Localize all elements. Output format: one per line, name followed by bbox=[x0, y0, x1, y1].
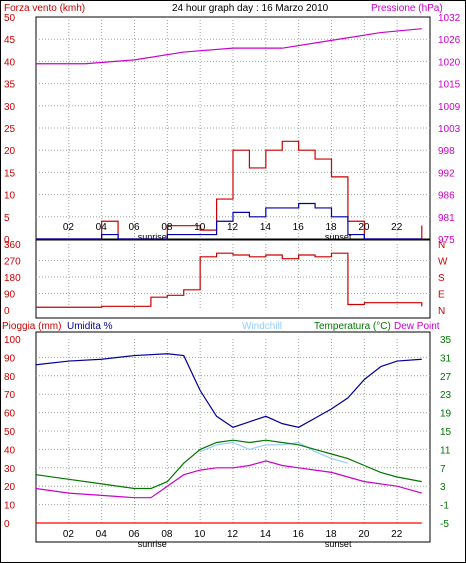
y-tick-label-right: 7 bbox=[440, 464, 446, 475]
x-tick-label: 16 bbox=[293, 222, 305, 233]
wind-gust-line bbox=[36, 202, 422, 240]
y-tick-label-left: 50 bbox=[4, 427, 16, 438]
x-tick-label: 18 bbox=[326, 222, 338, 233]
y-tick-label-left: 70 bbox=[4, 390, 16, 401]
y-tick-label-left: 15 bbox=[4, 168, 16, 179]
y-tick-label-left: 0 bbox=[4, 235, 10, 246]
y-tick-label-right: 31 bbox=[440, 353, 452, 364]
x-tick-label: 04 bbox=[96, 222, 108, 233]
x-tick-label: 06 bbox=[129, 222, 141, 233]
y-tick-label-left: 10 bbox=[4, 501, 16, 512]
y-tick-label-right: 27 bbox=[440, 372, 452, 383]
x-tick-label: 10 bbox=[194, 222, 206, 233]
temp-panel-border bbox=[35, 331, 431, 543]
y-tick-label-right: N bbox=[438, 306, 445, 317]
y-tick-label-right: 15 bbox=[440, 427, 452, 438]
y-tick-label-left: 0 bbox=[4, 519, 10, 530]
y-tick-label-right: -1 bbox=[440, 501, 449, 512]
y-tick-label-left: 30 bbox=[4, 464, 16, 475]
y-tick-label-right: 998 bbox=[438, 146, 455, 157]
x-tick-label: 20 bbox=[358, 222, 370, 233]
y-tick-label-left: 90 bbox=[4, 290, 16, 301]
y-tick-label-left: 270 bbox=[4, 257, 21, 268]
dewpoint-line bbox=[35, 460, 422, 499]
x-tick-label: 08 bbox=[161, 222, 173, 233]
y-tick-label-right: W bbox=[438, 257, 448, 268]
windchill-axis-title: Windchill bbox=[242, 321, 282, 332]
y-tick-label-right: 975 bbox=[438, 235, 455, 246]
y-tick-label-right: 1032 bbox=[438, 13, 461, 24]
windchill-line bbox=[199, 441, 349, 464]
y-tick-label-right: 981 bbox=[438, 213, 455, 224]
direction-panel-border bbox=[35, 239, 431, 319]
y-tick-label-right: 3 bbox=[440, 482, 446, 493]
temp-axis-title: Temperatura (°C) bbox=[314, 321, 391, 332]
y-tick-label-left: 0 bbox=[4, 306, 10, 317]
y-tick-label-right: 1026 bbox=[438, 35, 461, 46]
y-tick-label-left: 180 bbox=[4, 273, 21, 284]
y-tick-label-left: 30 bbox=[4, 102, 16, 113]
rain-axis-title: Pioggia (mm) bbox=[2, 321, 61, 332]
y-tick-label-right: 11 bbox=[440, 445, 451, 456]
y-tick-label-right: 35 bbox=[440, 335, 452, 346]
y-tick-label-left: 35 bbox=[4, 80, 16, 91]
sunset-label: sunset bbox=[325, 232, 352, 242]
sunrise-label: sunrise bbox=[138, 539, 167, 549]
y-tick-label-right: 1003 bbox=[438, 124, 461, 135]
x-tick-label: 18 bbox=[326, 529, 338, 540]
humidity-axis-title: Umidita % bbox=[67, 321, 113, 332]
dewpoint-axis-title: Dew Point bbox=[394, 321, 440, 332]
y-tick-label-right: 19 bbox=[440, 409, 452, 420]
temperature-line bbox=[35, 439, 422, 490]
humidity-line bbox=[35, 353, 422, 428]
sunrise-label: sunrise bbox=[138, 232, 167, 242]
x-tick-label: 14 bbox=[260, 529, 272, 540]
pressure-line bbox=[36, 28, 422, 65]
y-tick-label-right: -5 bbox=[440, 519, 449, 530]
x-tick-label: 06 bbox=[129, 529, 141, 540]
sunset-label: sunset bbox=[325, 539, 352, 549]
x-tick-label: 22 bbox=[391, 222, 403, 233]
x-tick-label: 12 bbox=[227, 222, 239, 233]
y-tick-label-right: 986 bbox=[438, 191, 455, 202]
y-tick-label-right: N bbox=[438, 240, 445, 251]
y-tick-label-right: 992 bbox=[438, 168, 455, 179]
y-tick-label-left: 60 bbox=[4, 409, 16, 420]
x-tick-label: 04 bbox=[96, 529, 108, 540]
x-tick-label: 08 bbox=[161, 529, 173, 540]
y-tick-label-left: 20 bbox=[4, 146, 16, 157]
x-tick-label: 02 bbox=[63, 529, 75, 540]
x-tick-label: 20 bbox=[358, 529, 370, 540]
x-tick-label: 14 bbox=[260, 222, 272, 233]
y-tick-label-left: 5 bbox=[4, 213, 10, 224]
pressure-axis-title: Pressione (hPa) bbox=[371, 3, 443, 14]
y-tick-label-right: 1015 bbox=[438, 80, 461, 91]
x-tick-label: 02 bbox=[63, 222, 75, 233]
y-tick-label-left: 45 bbox=[4, 35, 16, 46]
x-tick-label: 10 bbox=[194, 529, 206, 540]
y-tick-label-left: 80 bbox=[4, 372, 16, 383]
y-tick-label-left: 25 bbox=[4, 124, 16, 135]
y-tick-label-left: 90 bbox=[4, 353, 16, 364]
y-tick-label-left: 40 bbox=[4, 445, 16, 456]
wind-direction-line bbox=[36, 252, 423, 308]
y-tick-label-left: 50 bbox=[4, 13, 16, 24]
y-tick-label-right: 1020 bbox=[438, 57, 461, 68]
y-tick-label-right: S bbox=[438, 273, 445, 284]
y-tick-label-right: 23 bbox=[440, 390, 452, 401]
y-tick-label-left: 40 bbox=[4, 57, 16, 68]
wind-axis-title: Forza vento (kmh) bbox=[4, 3, 85, 14]
chart-title: 24 hour graph day : 16 Marzo 2010 bbox=[172, 3, 329, 14]
x-tick-label: 12 bbox=[227, 529, 239, 540]
y-tick-label-left: 360 bbox=[4, 240, 21, 251]
y-tick-label-left: 10 bbox=[4, 191, 16, 202]
y-tick-label-left: 100 bbox=[4, 335, 21, 346]
y-tick-label-right: E bbox=[438, 290, 445, 301]
y-tick-label-right: 1009 bbox=[438, 102, 461, 113]
x-tick-label: 16 bbox=[293, 529, 305, 540]
y-tick-label-left: 20 bbox=[4, 482, 16, 493]
x-tick-label: 22 bbox=[391, 529, 403, 540]
